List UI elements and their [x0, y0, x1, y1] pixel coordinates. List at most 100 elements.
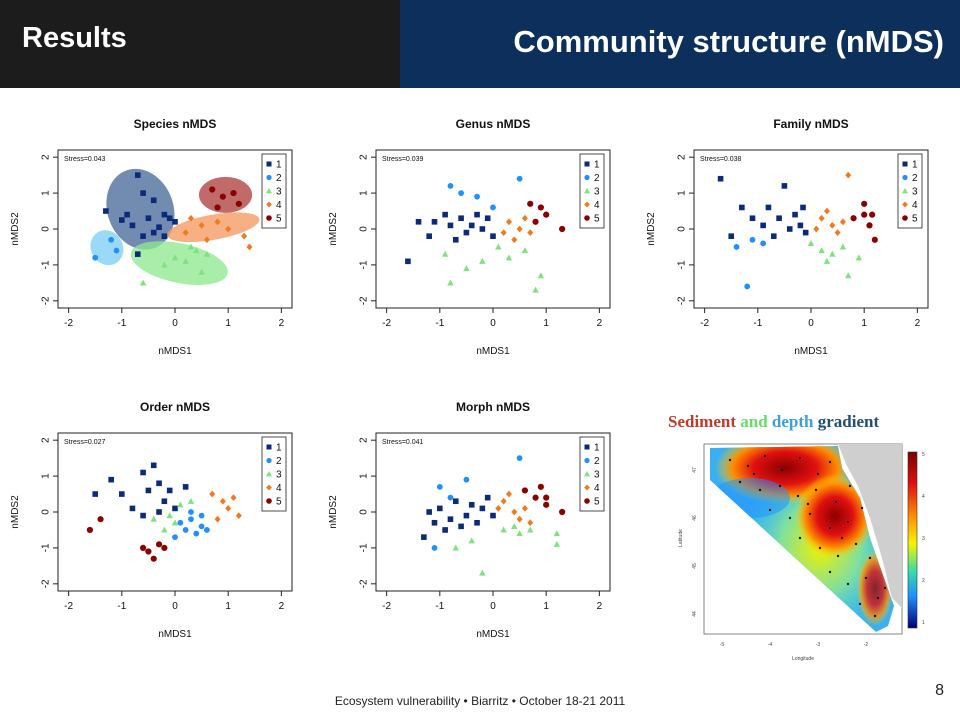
station-dot: [840, 536, 844, 540]
data-point: [166, 487, 173, 494]
data-point: [134, 172, 141, 178]
legend-marker: [266, 201, 272, 208]
data-point: [802, 229, 809, 236]
data-point: [188, 516, 194, 523]
x-axis-label: nMDS1: [158, 629, 192, 640]
station-dot: [758, 488, 762, 492]
colorbar-tick-label: 4: [922, 494, 925, 500]
data-point: [479, 569, 486, 576]
data-point: [155, 541, 163, 548]
data-point: [845, 171, 852, 179]
colorbar: [907, 451, 918, 629]
data-point: [150, 555, 157, 562]
data-point: [182, 527, 189, 533]
plot-morph: Morph nMDS -2 -1 0 1 2 -2 -1 0 1 2 nMDS1 nMDS2 Stress…: [318, 393, 618, 660]
data-point: [86, 526, 94, 534]
y-tick-label: -1: [41, 543, 52, 552]
data-point: [537, 204, 544, 211]
y-tick-label: 2: [359, 437, 370, 443]
plot-title: Family nMDS: [773, 117, 848, 131]
map-y-tick-label: 47: [692, 467, 698, 473]
x-tick-label: 2: [915, 318, 921, 329]
data-point: [188, 509, 194, 515]
data-point: [818, 247, 825, 254]
gradient-map-svg: 47 46 45 44 -5 -4 -3 -2 Longitude Latitude 5 4 3 2 1: [678, 443, 925, 662]
gradient-title: Sediment and depth gradient: [668, 412, 879, 432]
data-point: [495, 505, 502, 512]
data-point: [845, 272, 852, 279]
data-point: [717, 175, 724, 182]
data-point: [505, 490, 512, 498]
legend-label: 4: [912, 200, 918, 211]
map-y-tick-label: 44: [692, 611, 698, 617]
data-point: [145, 548, 152, 555]
data-point: [850, 215, 857, 222]
data-point: [193, 530, 200, 537]
data-point: [861, 200, 868, 207]
data-point: [800, 204, 806, 211]
colorbar-tick-label: 3: [922, 536, 925, 542]
data-point: [230, 494, 237, 502]
group-ellipse: [198, 176, 253, 213]
data-point: [553, 540, 561, 547]
x-tick-label: 2: [597, 318, 603, 329]
x-tick-label: -1: [117, 318, 126, 329]
plot-title: Species nMDS: [134, 117, 217, 131]
data-point: [823, 207, 830, 215]
data-point: [537, 272, 545, 279]
station-dot: [876, 596, 880, 600]
y-tick-label: 1: [359, 190, 370, 196]
data-point: [171, 254, 179, 261]
data-point: [92, 254, 99, 261]
data-point: [511, 522, 518, 529]
station-dot: [728, 458, 732, 462]
y-axis-label: nMDS2: [328, 495, 339, 529]
legend-marker: [266, 444, 272, 450]
station-dot: [873, 614, 877, 618]
data-point: [521, 214, 528, 222]
colorbar-tick-label: 1: [922, 620, 925, 626]
x-tick-label: 2: [279, 318, 285, 329]
data-point: [781, 183, 788, 189]
data-point: [172, 219, 178, 225]
data-point: [156, 509, 162, 515]
x-tick-label: 1: [543, 318, 549, 329]
y-tick-label: 2: [677, 154, 688, 160]
y-tick-label: 0: [359, 226, 370, 232]
data-point: [161, 261, 168, 268]
data-point: [441, 250, 449, 257]
data-point: [511, 236, 518, 244]
station-dot: [778, 484, 782, 488]
x-tick-label: 1: [225, 601, 231, 612]
station-dot: [846, 520, 850, 524]
data-point: [776, 215, 782, 222]
x-tick-label: -2: [64, 601, 73, 612]
data-point: [474, 193, 480, 200]
x-tick-label: 0: [172, 601, 178, 612]
data-point: [150, 229, 157, 236]
station-dot: [763, 454, 767, 458]
data-point: [139, 279, 147, 286]
data-point: [214, 218, 221, 226]
legend-label: 3: [594, 470, 600, 481]
data-point: [559, 225, 566, 233]
station-dot: [788, 516, 792, 520]
station-dot: [796, 494, 800, 498]
x-tick-label: 1: [225, 318, 231, 329]
y-tick-label: -2: [359, 296, 370, 305]
legend-marker: [584, 188, 590, 194]
data-point: [452, 498, 459, 505]
data-point: [150, 197, 157, 204]
plot-genus: Genus nMDS -2 -1 0 1 2 -2 -1 0 1 2 nMDS1 nMDS2 Stress…: [318, 110, 618, 377]
data-point: [521, 247, 529, 254]
y-tick-label: 1: [359, 473, 370, 479]
legend-box: [897, 153, 923, 229]
station-dot: [836, 554, 840, 558]
data-point: [871, 236, 878, 243]
data-point: [156, 480, 162, 487]
colorbar-tick-label: 5: [922, 452, 925, 458]
data-point: [532, 494, 539, 501]
data-point: [204, 527, 210, 533]
plot-frame: [375, 432, 611, 592]
plot-frame: [57, 432, 293, 592]
